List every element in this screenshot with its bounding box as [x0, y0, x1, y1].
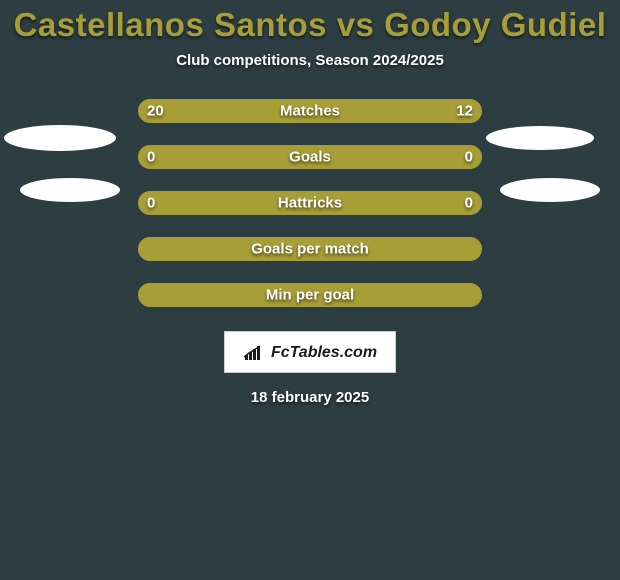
decorative-ellipse-2 [486, 126, 594, 150]
stat-value-left: 0 [147, 195, 155, 212]
decorative-ellipse-1 [20, 178, 120, 202]
stat-label: Goals [289, 149, 331, 166]
stat-bar-left [139, 146, 310, 169]
stat-value-right: 12 [456, 103, 473, 120]
date-label: 18 february 2025 [251, 389, 369, 406]
source-badge[interactable]: FcTables.com [224, 331, 396, 373]
decorative-ellipse-3 [500, 178, 600, 202]
bar-chart-icon [243, 344, 265, 362]
stat-row: Goals per match [0, 237, 620, 261]
title-right: Godoy Gudiel [384, 6, 606, 43]
stat-value-left: 20 [147, 103, 164, 120]
subtitle: Club competitions, Season 2024/2025 [176, 52, 444, 69]
stat-value-right: 0 [465, 149, 473, 166]
stat-label: Matches [280, 103, 340, 120]
page-title: Castellanos Santos vs Godoy Gudiel [14, 6, 607, 44]
stat-value-left: 0 [147, 149, 155, 166]
stat-bar: Goals per match [138, 237, 482, 261]
stat-value-right: 0 [465, 195, 473, 212]
stat-bar-right [310, 146, 481, 169]
stat-bar: Min per goal [138, 283, 482, 307]
stat-row: Min per goal [0, 283, 620, 307]
title-left: Castellanos Santos [14, 6, 327, 43]
title-vs: vs [337, 6, 375, 43]
stat-label: Min per goal [266, 287, 354, 304]
stat-bar: 0 0 Goals [138, 145, 482, 169]
stat-bar: 20 12 Matches [138, 99, 482, 123]
stat-bar: 0 0 Hattricks [138, 191, 482, 215]
decorative-ellipse-0 [4, 125, 116, 151]
stat-label: Goals per match [251, 241, 369, 258]
stat-row: 20 12 Matches [0, 99, 620, 123]
source-badge-label: FcTables.com [271, 344, 377, 362]
stat-label: Hattricks [278, 195, 342, 212]
